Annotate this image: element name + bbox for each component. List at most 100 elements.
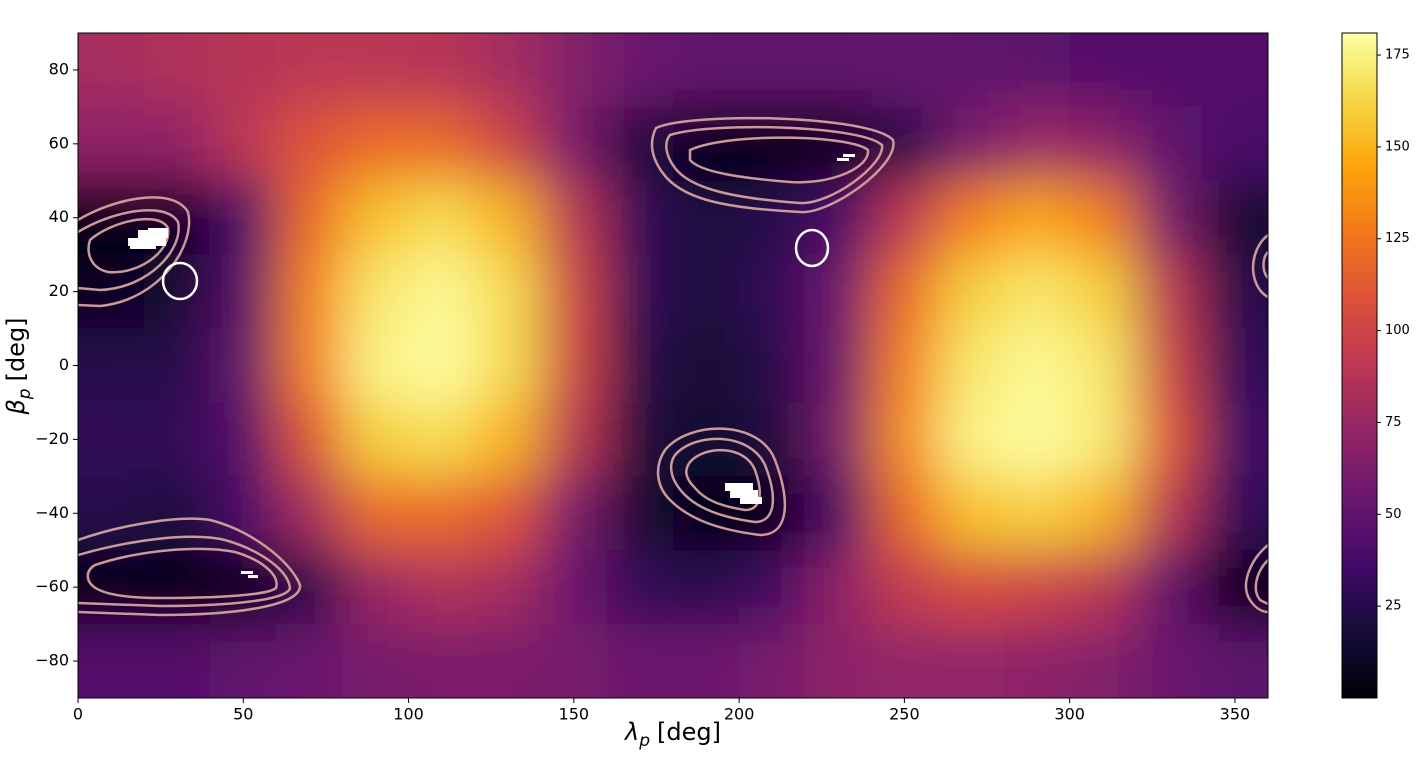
- heatmap-cell: [1135, 402, 1203, 477]
- heatmap-cell: [342, 33, 410, 108]
- heatmap-cell: [1069, 476, 1137, 551]
- heatmap-cell: [1003, 106, 1071, 182]
- heatmap-cell: [673, 624, 740, 698]
- y-tick-label: 80: [49, 59, 69, 78]
- heatmap-cell: [474, 402, 542, 477]
- contour: [78, 535, 292, 608]
- heatmap-cell: [937, 33, 1005, 108]
- y-tick-label: 40: [49, 207, 69, 226]
- heatmap-cell: [144, 624, 211, 698]
- heatmap-cell: [78, 402, 145, 477]
- heatmap-cell: [805, 33, 872, 108]
- heatmap-cell: [937, 328, 1005, 403]
- colorbar-tick-label: 50: [1385, 507, 1402, 522]
- marker: [843, 154, 855, 157]
- heatmap-cell: [1069, 106, 1137, 182]
- heatmap-cell: [937, 402, 1005, 477]
- heatmap-cell: [342, 180, 410, 256]
- heatmap-cell: [871, 476, 938, 551]
- heatmap-cell: [673, 550, 740, 625]
- heatmap-cell: [1135, 33, 1203, 108]
- heatmap-cell: [606, 402, 674, 477]
- heatmap-cell: [210, 106, 277, 182]
- heatmap-cell: [871, 33, 938, 108]
- heatmap-cell: [540, 106, 608, 182]
- heatmap-cell: [474, 180, 542, 256]
- heatmap-cell: [408, 624, 476, 698]
- x-tick-label: 350: [1220, 705, 1251, 724]
- heatmap-cell: [1201, 254, 1268, 330]
- heatmap-cell: [1201, 402, 1268, 477]
- x-label-subscript: p: [638, 731, 650, 751]
- contour: [656, 427, 786, 537]
- contour: [685, 449, 761, 512]
- heatmap-cell: [342, 106, 410, 182]
- heatmap-cell: [342, 550, 410, 625]
- colorbar-tick-label: 150: [1385, 139, 1410, 154]
- heatmap-cell: [276, 254, 343, 330]
- heatmap-cell: [540, 402, 608, 477]
- heatmap-cell: [805, 254, 872, 330]
- contour: [665, 125, 884, 205]
- heatmap-cell: [540, 254, 608, 330]
- heatmap-cell: [1069, 254, 1137, 330]
- heatmap-cell: [540, 550, 608, 625]
- y-label-subscript: p: [15, 388, 35, 400]
- y-tick-label: −80: [35, 651, 69, 670]
- heatmap-cell: [1069, 33, 1137, 108]
- y-tick-label: −40: [35, 503, 69, 522]
- contour: [1244, 544, 1268, 614]
- heatmap-cell: [1003, 180, 1071, 256]
- heatmap-cell: [937, 106, 1005, 182]
- heatmap-cell: [540, 328, 608, 403]
- heatmap-cell: [1135, 328, 1203, 403]
- heatmap-cell: [342, 254, 410, 330]
- heatmap-cell: [937, 180, 1005, 256]
- circle-marker: [794, 228, 830, 268]
- heatmap-cell: [739, 254, 806, 330]
- heatmap-cell: [1069, 328, 1137, 403]
- x-tick-label: 150: [559, 705, 590, 724]
- contour: [78, 517, 302, 617]
- heatmap: [78, 33, 1268, 698]
- marker: [148, 228, 168, 232]
- heatmap-cell: [210, 402, 277, 477]
- marker: [730, 490, 758, 498]
- x-tick-label: 50: [233, 705, 253, 724]
- heatmap-cell: [210, 254, 277, 330]
- heatmap-cell: [1135, 624, 1203, 698]
- heatmap-cell: [606, 33, 674, 108]
- heatmap-cell: [1003, 328, 1071, 403]
- heatmap-cell: [1135, 476, 1203, 551]
- heatmap-cell: [144, 106, 211, 182]
- heatmap-cell: [805, 328, 872, 403]
- heatmap-cell: [1069, 550, 1137, 625]
- heatmap-cell: [937, 254, 1005, 330]
- heatmap-cell: [606, 254, 674, 330]
- heatmap-cell: [408, 402, 476, 477]
- heatmap-cell: [144, 550, 211, 625]
- heatmap-cell: [540, 33, 608, 108]
- heatmap-cell: [805, 476, 872, 551]
- heatmap-cell: [1003, 33, 1071, 108]
- heatmap-cell: [342, 402, 410, 477]
- contour: [688, 136, 870, 184]
- marker: [128, 238, 166, 246]
- heatmap-cell: [1135, 106, 1203, 182]
- heatmap-cell: [1069, 624, 1137, 698]
- heatmap-cell: [78, 180, 145, 256]
- marker: [725, 483, 753, 491]
- y-tick-label: 0: [59, 355, 69, 374]
- heatmap-cell: [805, 550, 872, 625]
- heatmap-cell: [144, 328, 211, 403]
- colorbar-tick-label: 75: [1385, 415, 1402, 430]
- heatmap-cell: [408, 328, 476, 403]
- heatmap-cell: [1135, 550, 1203, 625]
- heatmap-cell: [739, 328, 806, 403]
- heatmap-cell: [606, 624, 674, 698]
- heatmap-cell: [871, 328, 938, 403]
- heatmap-cell: [210, 180, 277, 256]
- heatmap-cell: [78, 33, 145, 108]
- contour: [78, 196, 191, 308]
- heatmap-cell: [673, 180, 740, 256]
